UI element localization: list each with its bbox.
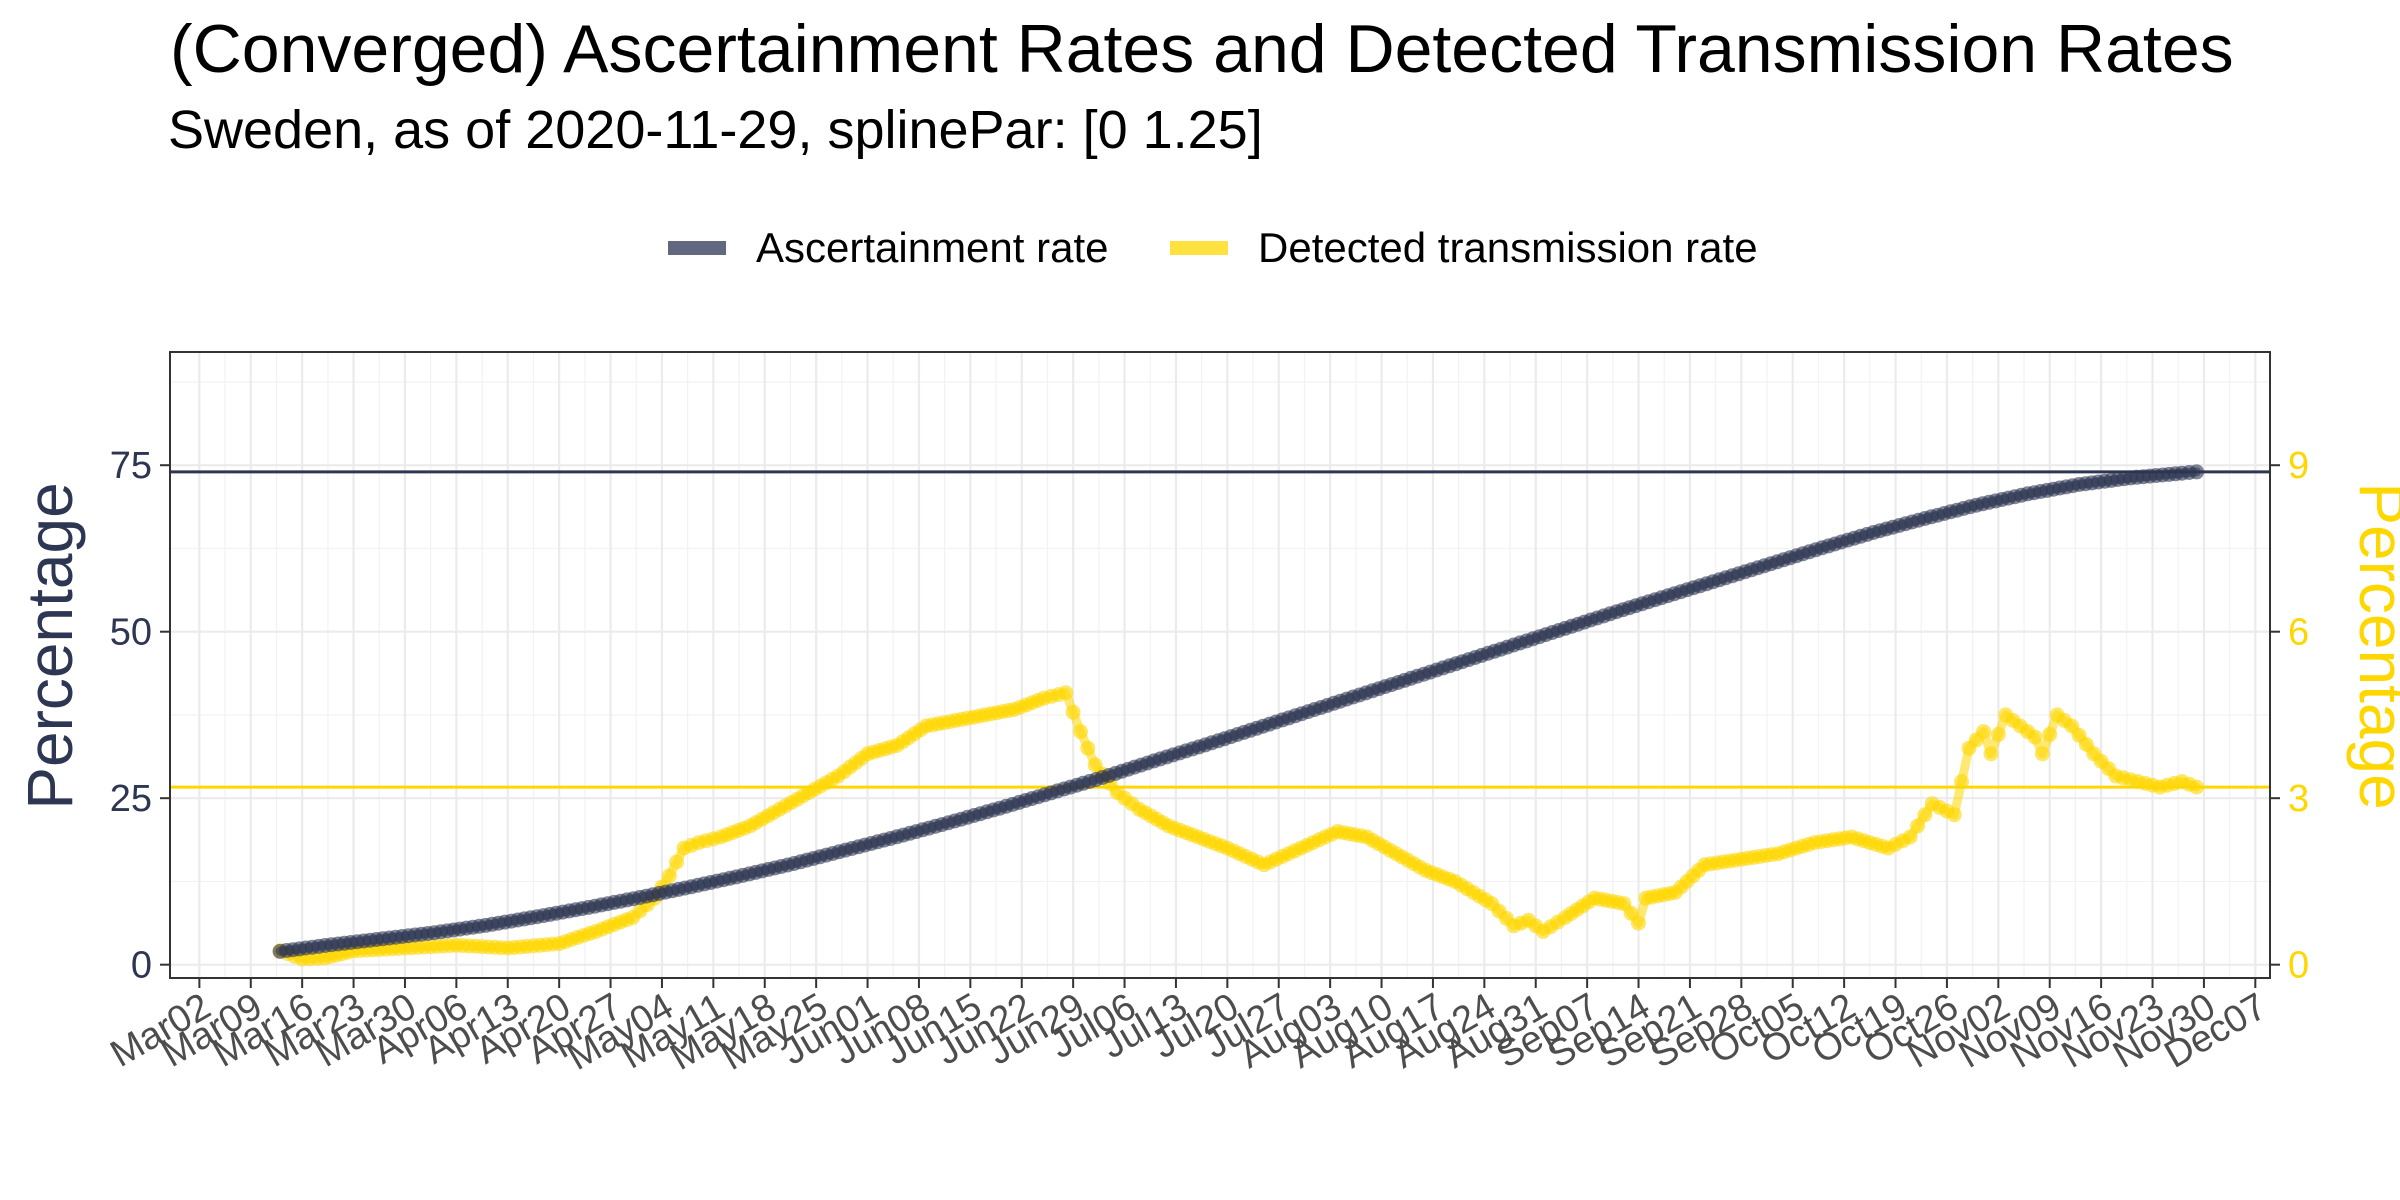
point-detected-transmission-rate: [1080, 740, 1096, 756]
point-detected-transmission-rate: [1073, 724, 1088, 740]
series-detected-transmission-rate: [272, 685, 2205, 967]
point-detected-transmission-rate: [1065, 704, 1081, 720]
y-axis-title-right: Percentage: [2346, 482, 2400, 809]
point-detected-transmission-rate: [2034, 746, 2050, 762]
point-detected-transmission-rate: [1910, 818, 1926, 834]
y-tick-label-left: 75: [110, 445, 152, 487]
y-axis-left: 0 25 50 75: [110, 445, 170, 987]
point-detected-transmission-rate: [1917, 807, 1933, 823]
y-tick-label-right: 3: [2288, 778, 2309, 820]
point-detected-transmission-rate: [2189, 779, 2205, 795]
grid-major: [170, 352, 2270, 978]
chart-title: (Converged) Ascertainment Rates and Dete…: [170, 11, 2234, 87]
point-detected-transmission-rate: [1946, 807, 1962, 823]
y-tick-label-left: 25: [110, 778, 152, 820]
y-axis-right: 0 3 6 9: [2270, 445, 2309, 987]
y-tick-label-left: 50: [110, 612, 152, 654]
point-detected-transmission-rate: [2027, 729, 2043, 745]
chart-subtitle: Sweden, as of 2020-11-29, splinePar: [0 …: [168, 100, 1263, 160]
grid-minor: [170, 352, 2270, 978]
legend-key-detected-transmission-rate: [1170, 241, 1228, 255]
point-detected-transmission-rate: [661, 868, 677, 884]
y-tick-label-right: 6: [2288, 612, 2309, 654]
point-detected-transmission-rate: [1058, 685, 1074, 701]
legend-label-ascertainment-rate: Ascertainment rate: [756, 224, 1109, 271]
point-ascertainment-rate: [2189, 464, 2205, 480]
point-detected-transmission-rate: [1990, 726, 2006, 742]
y-axis-title-left: Percentage: [14, 482, 86, 809]
point-detected-transmission-rate: [1902, 829, 1918, 845]
legend: Ascertainment rate Detected transmission…: [668, 224, 1758, 271]
y-tick-label-right: 0: [2288, 945, 2309, 987]
reference-lines: [170, 470, 2270, 789]
series-ascertainment-rate: [272, 464, 2205, 959]
series-layer: [272, 464, 2205, 967]
point-detected-transmission-rate: [2042, 726, 2058, 742]
legend-key-ascertainment-rate: [668, 241, 726, 255]
point-detected-transmission-rate: [1976, 724, 1992, 740]
point-detected-transmission-rate: [1983, 746, 1999, 762]
point-detected-transmission-rate: [1631, 915, 1646, 931]
plot-panel-border: [169, 351, 2271, 979]
point-detected-transmission-rate: [1954, 774, 1970, 789]
legend-label-detected-transmission-rate: Detected transmission rate: [1258, 224, 1758, 271]
y-tick-label-right: 9: [2288, 445, 2309, 487]
point-detected-transmission-rate: [669, 854, 685, 870]
y-tick-label-left: 0: [131, 945, 152, 987]
